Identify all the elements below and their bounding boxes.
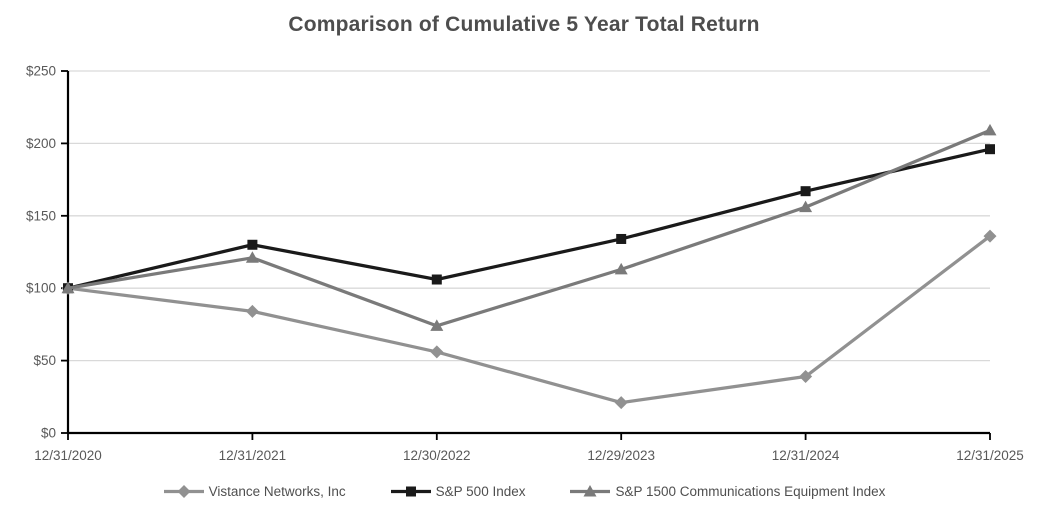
data-point-marker	[985, 144, 995, 155]
series-line-0	[67, 234, 991, 405]
data-point-marker	[799, 200, 813, 213]
legend-item-1: S&P 500 Index	[390, 483, 526, 499]
y-axis-label: $150	[26, 208, 56, 223]
series-1	[63, 144, 995, 294]
triangle-legend-marker-icon	[570, 484, 611, 496]
y-axis-label: $0	[41, 426, 56, 441]
data-point-marker	[614, 396, 628, 410]
legend-label: S&P 1500 Communications Equipment Index	[615, 483, 886, 499]
data-point-marker	[245, 251, 259, 263]
data-point-marker	[61, 281, 75, 294]
diamond-legend-marker-icon	[163, 484, 204, 498]
data-point-marker	[247, 239, 258, 250]
legend-marker-glyph	[583, 484, 597, 496]
x-axis-label: 12/29/2023	[587, 448, 655, 463]
data-point-marker	[616, 233, 627, 244]
data-point-marker	[799, 370, 813, 384]
legend-item-2: S&P 1500 Communications Equipment Index	[569, 484, 885, 499]
data-point-marker	[983, 229, 997, 243]
x-axis-label: 12/31/2020	[34, 448, 102, 463]
legend-item-0: Vistance Networks, Inc	[163, 484, 346, 499]
series-line-2	[67, 128, 991, 328]
x-axis-label: 12/31/2025	[956, 448, 1024, 463]
series-2	[61, 123, 997, 331]
data-point-marker	[430, 345, 444, 359]
data-point-marker	[800, 186, 811, 197]
chart-title: Comparison of Cumulative 5 Year Total Re…	[288, 13, 760, 36]
legend-label: Vistance Networks, Inc	[208, 483, 346, 499]
legend-marker-glyph	[405, 486, 416, 496]
data-point-marker	[245, 304, 259, 318]
legend-marker-glyph	[177, 484, 191, 498]
y-axis-label: $50	[33, 353, 56, 368]
series-line-1	[67, 147, 991, 290]
y-axis-label: $100	[26, 281, 56, 296]
square-legend-marker-icon	[390, 486, 431, 496]
x-axis-label: 12/31/2024	[772, 448, 840, 463]
legend: Vistance Networks, Inc S&P 500 Index S&P 1…	[0, 479, 1048, 503]
data-point-marker	[614, 262, 628, 275]
data-point-marker	[983, 123, 997, 136]
data-point-marker	[431, 274, 442, 285]
y-axis-label: $250	[26, 64, 56, 79]
legend-label: S&P 500 Index	[435, 483, 526, 499]
line-chart: $0 $50 $100 $150 $200 $250 12/31/2020 12/31/202…	[26, 64, 1024, 464]
x-axis-label: 12/31/2021	[219, 448, 287, 463]
data-point-marker	[430, 319, 444, 331]
x-axis-label: 12/30/2022	[403, 448, 471, 463]
y-axis-label: $200	[26, 136, 56, 151]
